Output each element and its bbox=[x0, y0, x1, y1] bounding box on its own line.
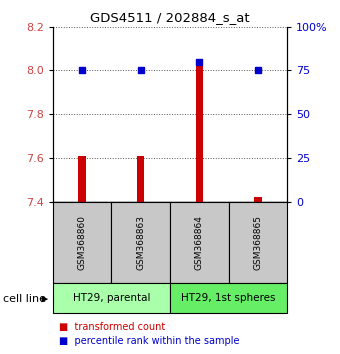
Bar bbox=[78, 156, 86, 202]
Text: GDS4511 / 202884_s_at: GDS4511 / 202884_s_at bbox=[90, 11, 250, 24]
Bar bbox=[137, 156, 144, 202]
Text: ■  transformed count: ■ transformed count bbox=[59, 322, 166, 332]
Text: HT29, 1st spheres: HT29, 1st spheres bbox=[182, 293, 276, 303]
Text: GSM368865: GSM368865 bbox=[254, 215, 262, 270]
Text: GSM368863: GSM368863 bbox=[136, 215, 145, 270]
Text: GSM368864: GSM368864 bbox=[195, 215, 204, 270]
Bar bbox=[254, 198, 262, 202]
Text: ■  percentile rank within the sample: ■ percentile rank within the sample bbox=[59, 336, 240, 346]
Text: GSM368860: GSM368860 bbox=[78, 215, 86, 270]
Text: HT29, parental: HT29, parental bbox=[73, 293, 150, 303]
Bar bbox=[195, 59, 203, 202]
Text: cell line: cell line bbox=[3, 294, 46, 304]
